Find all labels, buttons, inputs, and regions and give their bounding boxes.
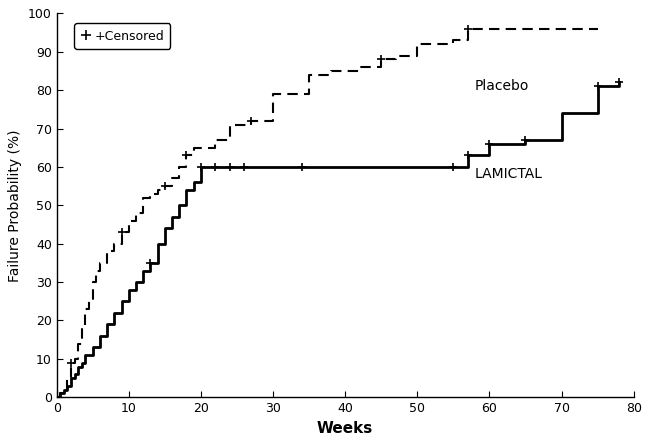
Y-axis label: Failure Probability (%): Failure Probability (%): [8, 129, 22, 281]
Legend: +Censored: +Censored: [74, 24, 170, 49]
Text: Placebo: Placebo: [475, 79, 529, 93]
Text: LAMICTAL: LAMICTAL: [475, 167, 543, 182]
X-axis label: Weeks: Weeks: [317, 420, 373, 436]
